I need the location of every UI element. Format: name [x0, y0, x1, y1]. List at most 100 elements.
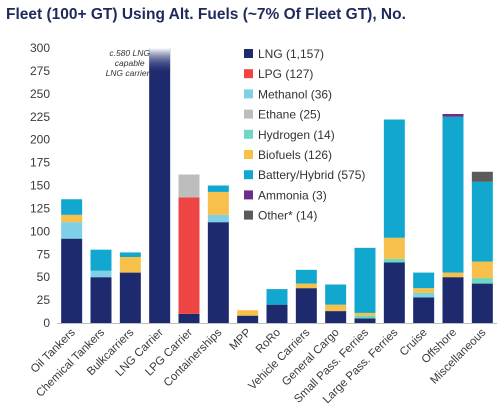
y-tick-label: 150: [30, 179, 50, 193]
bar-segment: [413, 292, 435, 295]
bar-segment: [266, 289, 288, 305]
bar-segment: [178, 174, 200, 198]
bar-segment: [354, 318, 376, 323]
bar-segment: [61, 222, 83, 239]
bar-segment: [61, 238, 83, 323]
legend-swatch: [244, 109, 253, 119]
y-tick-label: 75: [37, 247, 51, 261]
y-tick-label: 250: [30, 87, 50, 101]
bar-stack: [413, 272, 435, 323]
bar-segment: [442, 116, 464, 273]
y-tick-label: 50: [37, 270, 51, 284]
bar-segment: [413, 272, 435, 289]
bar-stack: [178, 174, 200, 323]
annotation-text: c.580 LNG: [109, 48, 150, 58]
bar-segment: [383, 119, 405, 238]
bar-segment: [383, 262, 405, 323]
bar-segment: [325, 304, 347, 312]
y-tick-label: 225: [30, 110, 50, 124]
bar-segment: [90, 249, 112, 271]
bar-fade: [149, 48, 171, 74]
legend-swatch: [244, 89, 253, 99]
bar-stack: [149, 48, 171, 323]
bar-segment: [471, 283, 493, 323]
y-tick-label: 125: [30, 201, 50, 215]
bar-segment: [383, 237, 405, 259]
bar-segment: [149, 48, 171, 323]
bar-segment: [442, 114, 464, 117]
bar-segment: [119, 252, 141, 257]
legend-label: Ammonia (3): [258, 188, 327, 202]
bar-segment: [119, 257, 141, 273]
bar-segment: [471, 171, 493, 182]
legend-label: Methanol (36): [258, 87, 332, 101]
bar-segment: [354, 247, 376, 313]
x-tick-label: MPP: [228, 326, 254, 352]
bar-segment: [207, 185, 229, 192]
legend-label: LPG (127): [258, 67, 313, 81]
bar-segment: [178, 313, 200, 323]
bar-segment: [295, 288, 317, 323]
bar-segment: [207, 214, 229, 223]
bar-segment: [383, 258, 405, 263]
bar-stack: [237, 310, 259, 323]
y-tick-label: 25: [37, 293, 51, 307]
bar-segment: [266, 304, 288, 323]
bar-segment: [61, 199, 83, 215]
legend-swatch: [244, 129, 253, 139]
bar-segment: [354, 315, 376, 319]
bar-stack: [354, 247, 376, 323]
y-tick-label: 100: [30, 224, 50, 238]
bar-segment: [442, 272, 464, 278]
legend-label: LNG (1,157): [258, 47, 324, 61]
chart-title: Fleet (100+ GT) Using Alt. Fuels (~7% Of…: [6, 6, 406, 23]
annotation-text: LNG carriers: [106, 68, 155, 78]
bar-segment: [237, 315, 259, 323]
bar-segment: [325, 311, 347, 323]
bar-stack: [325, 284, 347, 323]
legend-label: Biofuels (126): [258, 148, 332, 162]
bar-segment: [325, 284, 347, 305]
bar-stack: [295, 269, 317, 323]
bar-segment: [119, 272, 141, 323]
bar-segment: [442, 277, 464, 323]
bar-segment: [413, 288, 435, 293]
legend-swatch: [244, 190, 253, 200]
bar-segment: [90, 277, 112, 323]
bar-segment: [471, 261, 493, 279]
y-tick-label: 300: [30, 41, 50, 55]
bar-segment: [413, 294, 435, 298]
legend-swatch: [244, 49, 253, 58]
bar-stack: [119, 252, 141, 323]
bar-segment: [354, 312, 376, 316]
legend-swatch: [244, 69, 253, 79]
legend-swatch: [244, 150, 253, 159]
bar-segment: [61, 214, 83, 223]
bar-stack: [207, 185, 229, 323]
y-tick-label: 200: [30, 133, 50, 147]
bar-stack: [61, 199, 83, 323]
bar-segment: [471, 278, 493, 284]
bar-stack: [266, 289, 288, 323]
y-tick-label: 175: [30, 156, 50, 170]
bar-segment: [295, 269, 317, 284]
legend-label: Hydrogen (14): [258, 128, 335, 142]
y-tick-label: 275: [30, 64, 50, 78]
bar-segment: [207, 222, 229, 323]
bar-segment: [295, 283, 317, 289]
bar-segment: [178, 197, 200, 314]
bar-stack: [383, 119, 405, 323]
bar-stack: [471, 171, 493, 323]
legend-swatch: [244, 170, 253, 180]
bar-stack: [442, 114, 464, 323]
bar-segment: [237, 310, 259, 316]
bar-segment: [207, 191, 229, 215]
legend-label: Battery/Hybrid (575): [258, 168, 365, 182]
bar-segment: [413, 297, 435, 323]
legend-swatch: [244, 210, 253, 220]
y-tick-label: 0: [43, 316, 50, 330]
legend-label: Ethane (25): [258, 108, 321, 122]
bar-stack: [90, 249, 112, 323]
bar-segment: [471, 181, 493, 262]
